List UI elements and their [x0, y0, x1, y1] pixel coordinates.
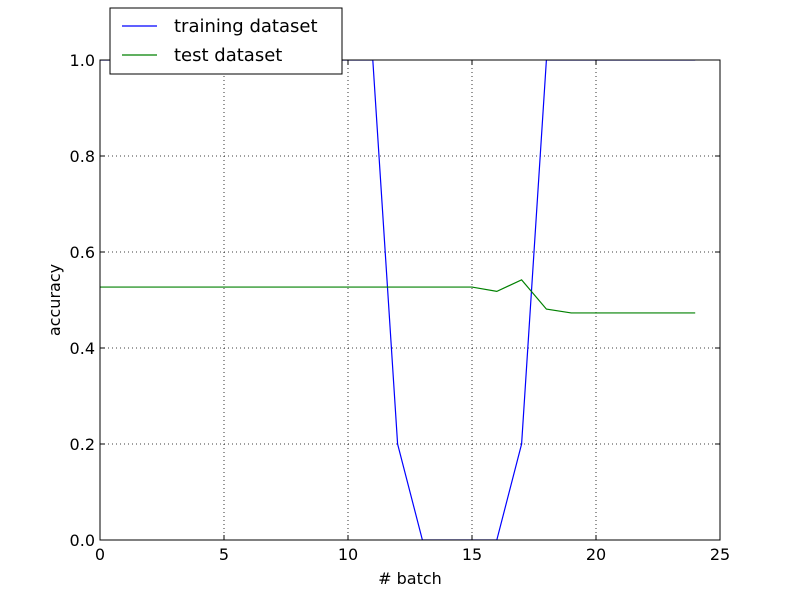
y-tick-label: 0.6: [70, 243, 95, 262]
plot-area-frame: [99, 59, 721, 541]
series-layer: [100, 60, 696, 540]
x-tick-label: 15: [462, 545, 482, 564]
y-tick-label: 0.4: [70, 339, 95, 358]
x-axis-label: # batch: [378, 569, 442, 588]
legend-label: test dataset: [174, 45, 282, 66]
y-tick-label: 1.0: [70, 51, 95, 70]
y-axis-label: accuracy: [45, 264, 64, 336]
ticks: 0 5 10 15 20 25 0.0 0.2 0.4 0.6 0.8 1.0: [70, 51, 731, 564]
y-tick-label: 0.8: [70, 147, 95, 166]
series-line-test: [100, 279, 696, 314]
x-tick-label: 5: [219, 545, 229, 564]
y-tick-label: 0.0: [70, 531, 95, 550]
x-tick-label: 0: [95, 545, 105, 564]
series-line-training: [100, 60, 696, 540]
legend: training dataset test dataset: [109, 7, 343, 75]
grid-lines: [100, 60, 720, 540]
y-tick-label: 0.2: [70, 435, 95, 454]
legend-box: [109, 7, 343, 75]
legend-label: training dataset: [174, 16, 318, 37]
x-tick-label: 20: [586, 545, 606, 564]
x-tick-label: 10: [338, 545, 358, 564]
x-tick-label: 25: [710, 545, 730, 564]
